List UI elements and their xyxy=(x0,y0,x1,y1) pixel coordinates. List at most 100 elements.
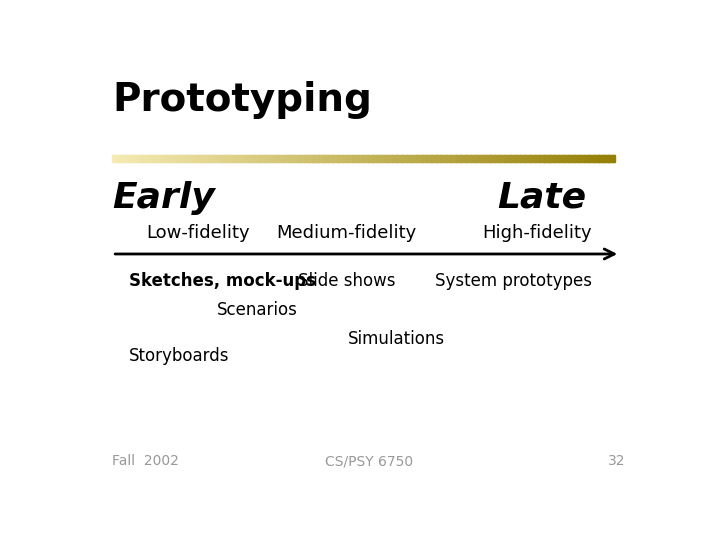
Bar xyxy=(575,154,577,162)
Bar xyxy=(233,154,235,162)
Bar xyxy=(420,154,422,162)
Bar xyxy=(546,154,549,162)
Bar xyxy=(487,154,488,162)
Bar xyxy=(374,154,377,162)
Bar xyxy=(509,154,511,162)
Bar xyxy=(590,154,591,162)
Bar xyxy=(207,154,208,162)
Bar xyxy=(405,154,407,162)
Bar xyxy=(254,154,256,162)
Bar xyxy=(313,154,315,162)
Bar xyxy=(513,154,515,162)
Bar xyxy=(274,154,276,162)
Bar xyxy=(302,154,304,162)
Bar xyxy=(197,154,198,162)
Bar xyxy=(202,154,203,162)
Bar xyxy=(163,154,164,162)
Bar xyxy=(612,154,614,162)
Bar xyxy=(479,154,481,162)
Bar xyxy=(259,154,261,162)
Bar xyxy=(176,154,178,162)
Bar xyxy=(264,154,266,162)
Bar xyxy=(423,154,424,162)
Bar xyxy=(516,154,518,162)
Bar xyxy=(438,154,439,162)
Bar xyxy=(464,154,466,162)
Bar xyxy=(543,154,545,162)
Bar xyxy=(224,154,226,162)
Text: Sketches, mock-ups: Sketches, mock-ups xyxy=(129,272,316,290)
Bar xyxy=(144,154,145,162)
Bar xyxy=(396,154,398,162)
Bar xyxy=(564,154,566,162)
Bar xyxy=(592,154,594,162)
Bar xyxy=(271,154,272,162)
Bar xyxy=(364,154,365,162)
Bar xyxy=(379,154,380,162)
Bar xyxy=(524,154,526,162)
Bar xyxy=(143,154,144,162)
Bar xyxy=(384,154,387,162)
Bar xyxy=(203,154,204,162)
Bar xyxy=(531,154,532,162)
Bar xyxy=(199,154,201,162)
Bar xyxy=(472,154,473,162)
Bar xyxy=(454,154,456,162)
Bar xyxy=(145,154,147,162)
Bar xyxy=(391,154,393,162)
Bar xyxy=(158,154,159,162)
Bar xyxy=(534,154,536,162)
Bar xyxy=(298,154,300,162)
Bar xyxy=(312,154,314,162)
Text: Simulations: Simulations xyxy=(348,330,446,348)
Bar xyxy=(330,154,331,162)
Bar xyxy=(269,154,271,162)
Bar xyxy=(138,154,139,162)
Bar xyxy=(117,154,119,162)
Bar xyxy=(415,154,417,162)
Bar xyxy=(296,154,297,162)
Bar xyxy=(181,154,183,162)
Bar xyxy=(377,154,379,162)
Bar xyxy=(572,154,574,162)
Bar xyxy=(325,154,328,162)
Bar xyxy=(124,154,125,162)
Bar xyxy=(395,154,397,162)
Bar xyxy=(204,154,206,162)
Bar xyxy=(554,154,556,162)
Bar xyxy=(477,154,478,162)
Bar xyxy=(139,154,140,162)
Bar xyxy=(470,154,472,162)
Bar xyxy=(406,154,408,162)
Bar xyxy=(315,154,318,162)
Bar xyxy=(397,154,399,162)
Text: Prototyping: Prototyping xyxy=(112,82,372,119)
Bar xyxy=(180,154,182,162)
Bar xyxy=(463,154,464,162)
Bar xyxy=(292,154,294,162)
Bar xyxy=(340,154,341,162)
Bar xyxy=(610,154,611,162)
Text: CS/PSY 6750: CS/PSY 6750 xyxy=(325,454,413,468)
Bar xyxy=(523,154,525,162)
Bar xyxy=(455,154,457,162)
Bar xyxy=(246,154,247,162)
Bar xyxy=(580,154,581,162)
Bar xyxy=(332,154,334,162)
Bar xyxy=(225,154,227,162)
Bar xyxy=(400,154,402,162)
Bar xyxy=(369,154,372,162)
Bar xyxy=(568,154,570,162)
Bar xyxy=(518,154,520,162)
Bar xyxy=(425,154,427,162)
Bar xyxy=(563,154,565,162)
Bar xyxy=(508,154,510,162)
Bar xyxy=(430,154,432,162)
Bar xyxy=(242,154,243,162)
Bar xyxy=(310,154,311,162)
Bar xyxy=(178,154,179,162)
Bar xyxy=(460,154,462,162)
Bar xyxy=(283,154,285,162)
Bar xyxy=(229,154,231,162)
Bar xyxy=(278,154,280,162)
